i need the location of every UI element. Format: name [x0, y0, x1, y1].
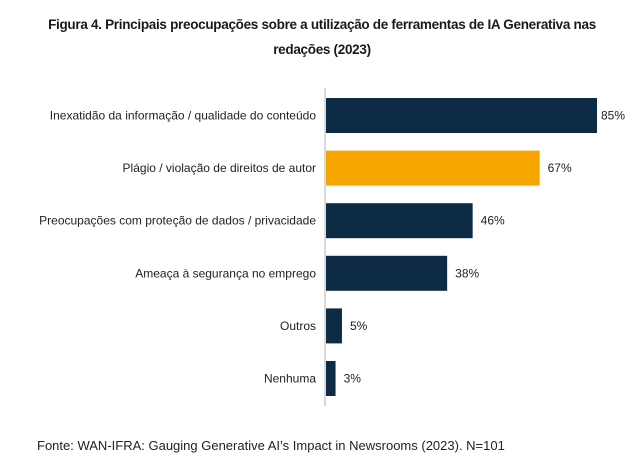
bar-1 [326, 150, 540, 186]
bar-2 [326, 203, 473, 239]
data-label-2: 46% [481, 214, 505, 228]
chart-title-line-2: redações (2023) [273, 42, 371, 57]
category-label-3: Ameaça à segurança no emprego [135, 266, 316, 280]
category-label-2: Preocupações com proteção de dados / pri… [39, 214, 316, 228]
category-label-4: Outros [280, 319, 316, 333]
data-label-3: 38% [455, 266, 479, 280]
bar-4 [326, 308, 342, 344]
data-label-0: 85% [601, 109, 625, 123]
category-label-0: Inexatidão da informação / qualidade do … [50, 109, 317, 123]
data-label-1: 67% [548, 161, 572, 175]
source-note: Fonte: WAN-IFRA: Gauging Generative AI’s… [37, 438, 505, 453]
bar-0 [326, 98, 597, 133]
bar-3 [326, 255, 448, 291]
chart-title-line-1: Figura 4. Principais preocupações sobre … [48, 17, 596, 32]
category-label-1: Plágio / violação de direitos de autor [123, 161, 316, 175]
data-label-4: 5% [350, 319, 368, 333]
chart-title: Figura 4. Principais preocupações sobre … [0, 12, 644, 62]
data-label-5: 3% [344, 372, 362, 386]
bar-5 [326, 361, 336, 396]
category-label-5: Nenhuma [264, 372, 316, 386]
